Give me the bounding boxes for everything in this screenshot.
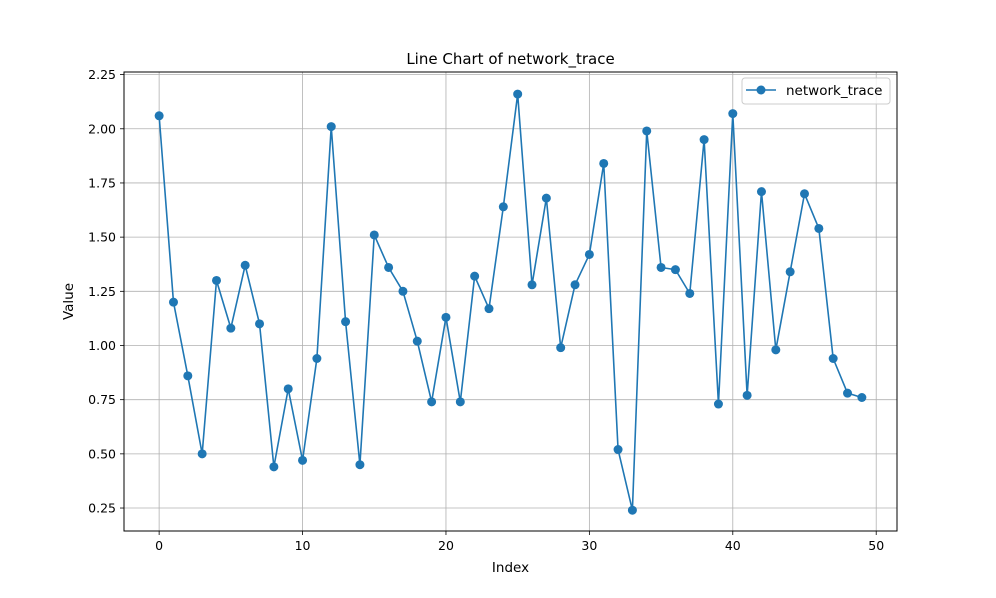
- data-point-marker: [283, 384, 293, 394]
- data-point-marker: [398, 286, 408, 296]
- data-point-marker: [513, 89, 523, 99]
- y-tick-label: 1.00: [88, 338, 116, 353]
- x-axis-label: Index: [492, 560, 529, 576]
- data-point-marker: [642, 126, 652, 136]
- data-point-marker: [498, 202, 508, 212]
- x-tick-label: 10: [295, 538, 311, 553]
- data-point-marker: [355, 460, 365, 470]
- data-point-marker: [713, 399, 723, 409]
- data-point-marker: [369, 230, 379, 240]
- data-point-marker: [269, 462, 279, 472]
- x-tick-label: 50: [868, 538, 884, 553]
- data-point-marker: [470, 271, 480, 281]
- data-point-marker: [527, 280, 537, 290]
- data-point-marker: [670, 265, 680, 275]
- grid-lines: [124, 72, 897, 531]
- data-point-marker: [857, 393, 867, 402]
- data-point-marker: [298, 455, 308, 465]
- legend-box: [741, 77, 891, 105]
- data-point-marker: [412, 336, 422, 346]
- y-tick-label: 1.25: [88, 284, 116, 299]
- y-tick-label: 0.50: [88, 446, 116, 461]
- data-point-marker: [570, 280, 580, 290]
- data-point-marker: [384, 262, 394, 272]
- x-tick-label: 0: [155, 538, 163, 553]
- y-tick-label: 1.50: [88, 230, 116, 245]
- data-point-marker: [183, 371, 193, 381]
- data-point-marker: [212, 275, 221, 285]
- legend-marker-swatch: [756, 85, 766, 95]
- data-point-marker: [771, 345, 781, 355]
- data-point-marker: [800, 189, 809, 199]
- series-layer: [154, 89, 867, 515]
- x-tick-label: 40: [725, 538, 741, 553]
- y-tick-label: 0.25: [88, 501, 116, 516]
- data-point-marker: [613, 445, 623, 455]
- legend-entry-label: network_trace: [786, 83, 882, 99]
- data-point-marker: [168, 297, 178, 307]
- x-tick-label: 30: [581, 538, 597, 553]
- data-point-marker: [556, 343, 566, 353]
- data-point-marker: [455, 397, 465, 407]
- data-point-marker: [541, 193, 551, 203]
- data-point-marker: [699, 135, 709, 145]
- data-point-marker: [742, 390, 752, 400]
- data-point-marker: [441, 312, 451, 322]
- series-line: [158, 93, 863, 512]
- data-point-marker: [154, 111, 164, 121]
- data-point-marker: [627, 505, 637, 515]
- data-point-marker: [828, 354, 838, 363]
- data-point-marker: [312, 354, 322, 363]
- data-point-marker: [843, 388, 853, 398]
- data-point-marker: [728, 109, 738, 119]
- data-point-marker: [785, 267, 795, 277]
- axis-ticks: 0 10 20 30 40 50 0.25 0.50 0.75 1.00 1.25 1.50 1.75 2…: [88, 67, 884, 553]
- data-point-marker: [326, 122, 336, 132]
- y-tick-label: 0.75: [88, 392, 116, 407]
- data-point-marker: [814, 223, 824, 233]
- y-tick-label: 1.75: [88, 175, 116, 190]
- data-point-marker: [584, 249, 594, 259]
- legend: network_trace: [741, 77, 891, 105]
- plot-area-frame: [123, 71, 898, 532]
- data-point-marker: [656, 262, 666, 272]
- data-point-marker: [599, 158, 609, 168]
- y-tick-label: 2.00: [88, 121, 116, 136]
- data-point-marker: [240, 260, 250, 270]
- data-point-marker: [756, 187, 766, 197]
- data-point-marker: [484, 304, 494, 314]
- chart-title: Line Chart of network_trace: [406, 50, 614, 69]
- data-point-marker: [226, 323, 236, 333]
- data-point-marker: [255, 319, 265, 329]
- data-point-marker: [685, 288, 695, 298]
- y-axis-label: Value: [61, 283, 77, 320]
- data-point-marker: [427, 397, 437, 407]
- y-tick-label: 2.25: [88, 67, 116, 82]
- data-point-marker: [197, 449, 207, 459]
- data-point-marker: [341, 317, 351, 327]
- x-tick-label: 20: [438, 538, 454, 553]
